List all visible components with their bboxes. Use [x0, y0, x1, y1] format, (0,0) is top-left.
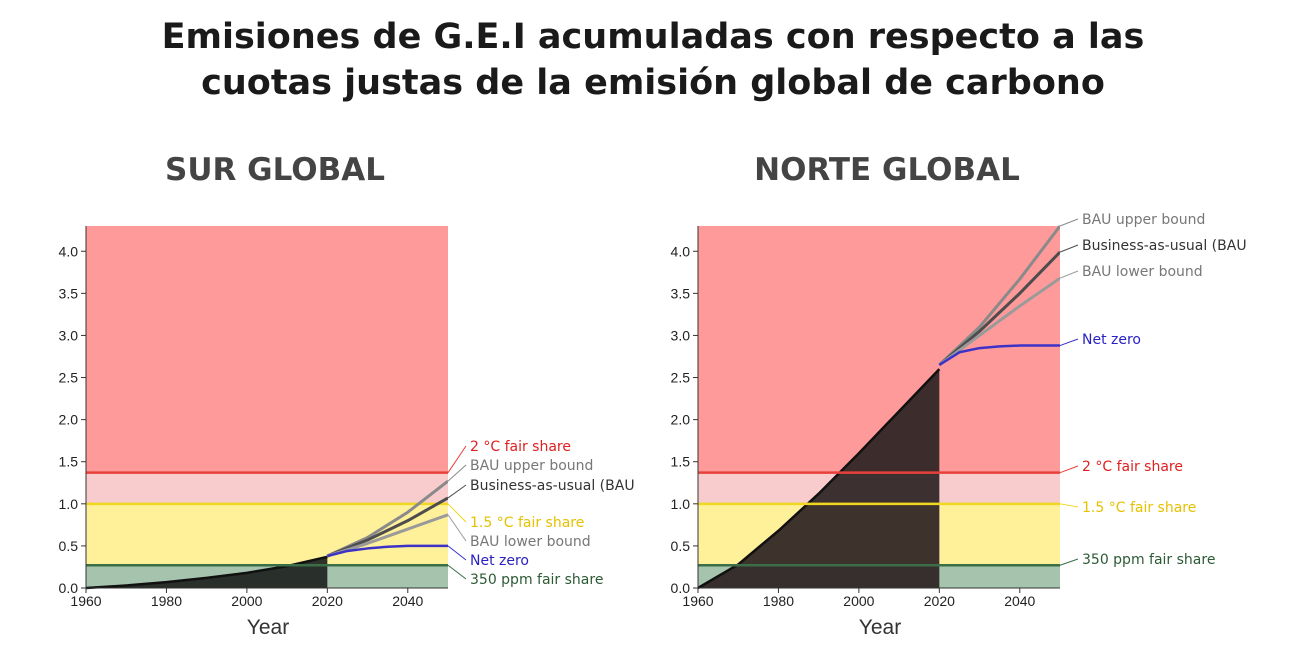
leader-line-business-as-usual-bau [447, 484, 467, 499]
y-tick-label: 0.0 [671, 580, 691, 596]
series-label-bau-upper-bound: BAU upper bound [470, 458, 593, 474]
x-tick-label: 1960 [682, 593, 713, 609]
chart-title-line-1: Emisiones de G.E.I acumuladas con respec… [161, 17, 1145, 57]
historical-emissions-area [698, 369, 940, 588]
y-tick-label: 2.0 [671, 412, 691, 428]
series-label-bau-lower-bound: BAU lower bound [1082, 264, 1203, 280]
x-tick-label: 1980 [763, 593, 794, 609]
leader-line-350-ppm-fair-share [1059, 558, 1079, 566]
panel-title-norte-global: NORTE GLOBAL [754, 152, 1020, 188]
x-tick-label: 2020 [924, 593, 955, 609]
y-tick-label: 3.0 [59, 327, 79, 343]
y-tick-label: 3.5 [59, 285, 79, 301]
series-label-bau-upper-bound: BAU upper bound [1082, 212, 1205, 228]
chart-title: Emisiones de G.E.I acumuladas con respec… [0, 14, 1306, 106]
series-line-bau-lower-bound [938, 276, 1060, 367]
series-line-bau-lower-bound [326, 513, 448, 558]
leader-line-2-c-fair-share [447, 445, 467, 473]
x-axis-title: Year [859, 616, 901, 639]
leader-line-bau-lower-bound [447, 514, 467, 542]
y-tick-label: 3.5 [671, 285, 691, 301]
leader-line-bau-upper-bound [1059, 218, 1079, 227]
chart-title-line-2: cuotas justas de la emisión global de ca… [201, 63, 1105, 103]
chart-panel-sur: 0.0 0.5 1.0 1.5 2.0 2.5 3.0 3.5 4.0 1960 1980 2000 2… [59, 226, 635, 639]
y-tick-label: 0.0 [59, 580, 79, 596]
leader-line-2-c-fair-share [1059, 465, 1079, 474]
series-label-1-5-c-fair-share: 1.5 °C fair share [1082, 500, 1196, 516]
band-2 [86, 503, 448, 566]
series-label-business-as-usual-bau: Business-as-usual (BAU [470, 478, 635, 494]
x-tick-label: 2040 [392, 593, 423, 609]
y-tick-label: 0.5 [671, 538, 691, 554]
leader-line-1-5-c-fair-share [1059, 503, 1079, 508]
series-line-business-as-usual-bau [326, 496, 448, 558]
y-tick-label: 3.0 [671, 327, 691, 343]
chart-panel-norte: 0.0 0.5 1.0 1.5 2.0 2.5 3.0 3.5 4.0 1960 1980 2000 2… [671, 212, 1247, 639]
series-label-bau-lower-bound: BAU lower bound [470, 534, 591, 550]
series-label-net-zero: Net zero [1082, 332, 1141, 348]
leader-line-350-ppm-fair-share [447, 564, 467, 580]
y-tick-label: 2.5 [59, 370, 79, 386]
leader-line-net-zero [1059, 338, 1079, 347]
y-tick-label: 1.0 [671, 496, 691, 512]
y-tick-label: 2.5 [671, 370, 691, 386]
series-label-2-c-fair-share: 2 °C fair share [1082, 459, 1183, 475]
y-tick-label: 0.5 [59, 538, 79, 554]
series-label-net-zero: Net zero [470, 553, 529, 569]
series-line-business-as-usual-bau [938, 251, 1060, 367]
series-label-2-c-fair-share: 2 °C fair share [470, 439, 571, 455]
x-tick-label: 2020 [312, 593, 343, 609]
series-label-business-as-usual-bau: Business-as-usual (BAU [1082, 238, 1247, 254]
y-tick-label: 1.5 [59, 454, 79, 470]
historical-emissions-area [86, 556, 328, 588]
leader-line-bau-upper-bound [447, 464, 467, 482]
leader-line-business-as-usual-bau [1059, 244, 1079, 253]
leader-line-1-5-c-fair-share [447, 503, 467, 523]
y-tick-label: 4.0 [671, 243, 691, 259]
band-1 [86, 472, 448, 504]
panel-title-sur-global: SUR GLOBAL [165, 152, 385, 188]
y-tick-label: 4.0 [59, 243, 79, 259]
leader-line-net-zero [447, 545, 467, 561]
band-0 [86, 226, 448, 473]
leader-line-bau-lower-bound [1059, 270, 1079, 279]
y-tick-label: 1.0 [59, 496, 79, 512]
x-axis-title: Year [247, 616, 289, 639]
series-line-net-zero [327, 544, 448, 558]
x-tick-label: 1960 [70, 593, 101, 609]
series-line-net-zero [938, 344, 1060, 366]
y-tick-label: 1.5 [671, 454, 691, 470]
series-line-bau-upper-bound [938, 225, 1060, 366]
series-label-350-ppm-fair-share: 350 ppm fair share [1082, 552, 1215, 568]
series-label-350-ppm-fair-share: 350 ppm fair share [470, 572, 603, 588]
y-tick-label: 2.0 [59, 412, 79, 428]
x-tick-label: 2000 [231, 593, 262, 609]
x-tick-label: 2000 [843, 593, 874, 609]
series-label-1-5-c-fair-share: 1.5 °C fair share [470, 515, 584, 531]
x-tick-label: 2040 [1004, 593, 1035, 609]
x-tick-label: 1980 [151, 593, 182, 609]
